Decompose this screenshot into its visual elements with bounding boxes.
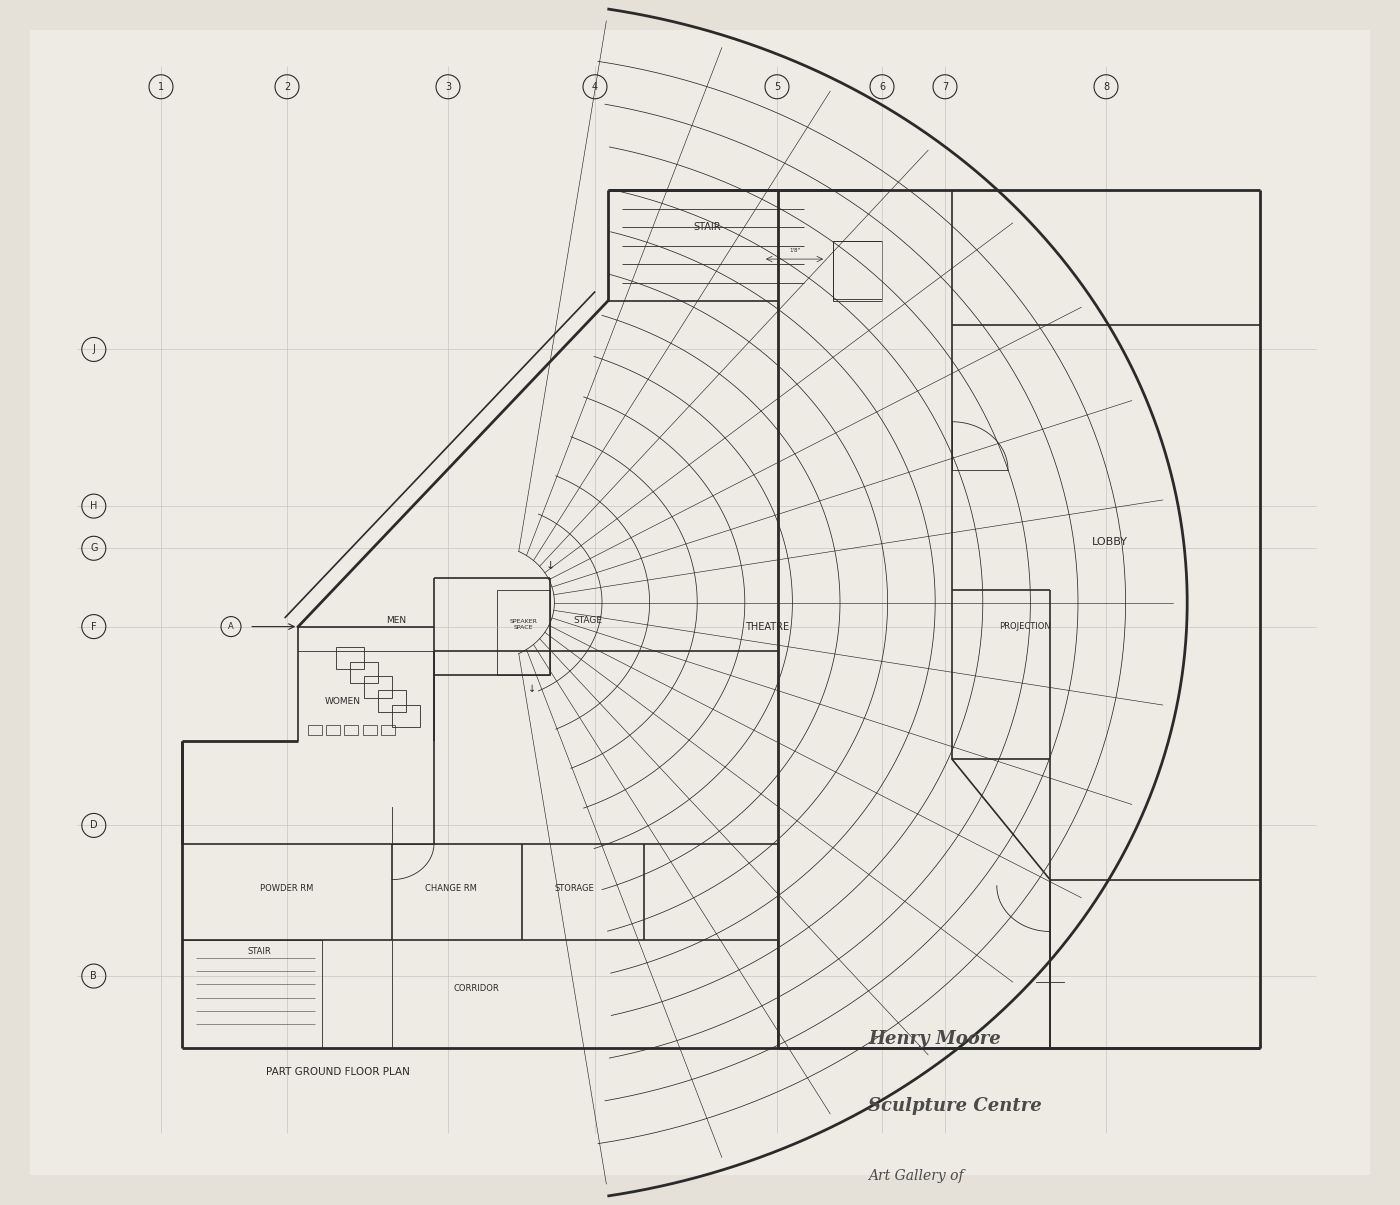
Text: A: A [228, 622, 234, 631]
Text: LOBBY: LOBBY [1092, 537, 1128, 547]
Text: ↓: ↓ [546, 562, 554, 571]
Text: 2: 2 [284, 82, 290, 92]
Text: STAIR: STAIR [693, 222, 721, 231]
Text: WOMEN: WOMEN [325, 696, 361, 706]
Text: Henry Moore: Henry Moore [868, 1030, 1001, 1048]
Bar [344, 725, 358, 735]
Text: CHANGE RM: CHANGE RM [424, 883, 477, 893]
Text: 1: 1 [158, 82, 164, 92]
Bar [381, 725, 395, 735]
Text: B: B [91, 971, 97, 981]
Text: 8: 8 [1103, 82, 1109, 92]
Bar [308, 725, 322, 735]
Text: CORRIDOR: CORRIDOR [454, 983, 498, 993]
Bar [350, 662, 378, 683]
Bar [497, 590, 550, 675]
Text: POWDER RM: POWDER RM [260, 883, 314, 893]
Bar [364, 676, 392, 698]
Bar [392, 705, 420, 727]
Text: Art Gallery of: Art Gallery of [868, 1169, 963, 1183]
Bar [833, 241, 882, 299]
Text: THEATRE: THEATRE [745, 622, 790, 631]
Text: F: F [91, 622, 97, 631]
Text: 1'8": 1'8" [790, 248, 801, 253]
Text: 6: 6 [879, 82, 885, 92]
Text: ↓: ↓ [528, 684, 536, 694]
Bar [363, 725, 377, 735]
Text: D: D [90, 821, 98, 830]
Text: 7: 7 [942, 82, 948, 92]
Text: H: H [90, 501, 98, 511]
Text: PROJECTION: PROJECTION [1000, 622, 1051, 631]
Text: J: J [92, 345, 95, 354]
Text: MEN: MEN [386, 616, 406, 625]
Text: 5: 5 [774, 82, 780, 92]
Text: 4: 4 [592, 82, 598, 92]
Bar [336, 647, 364, 669]
Text: STAIR: STAIR [248, 947, 270, 957]
Text: SPEAKER
SPACE: SPEAKER SPACE [510, 619, 538, 629]
Text: STORAGE: STORAGE [554, 883, 594, 893]
Text: PART GROUND FLOOR PLAN: PART GROUND FLOOR PLAN [266, 1068, 410, 1077]
Bar [326, 725, 340, 735]
Bar [833, 241, 882, 301]
Text: 3: 3 [445, 82, 451, 92]
Text: Sculpture Centre: Sculpture Centre [868, 1097, 1042, 1115]
Text: G: G [90, 543, 98, 553]
Bar [378, 690, 406, 712]
Text: STAGE: STAGE [574, 616, 602, 625]
